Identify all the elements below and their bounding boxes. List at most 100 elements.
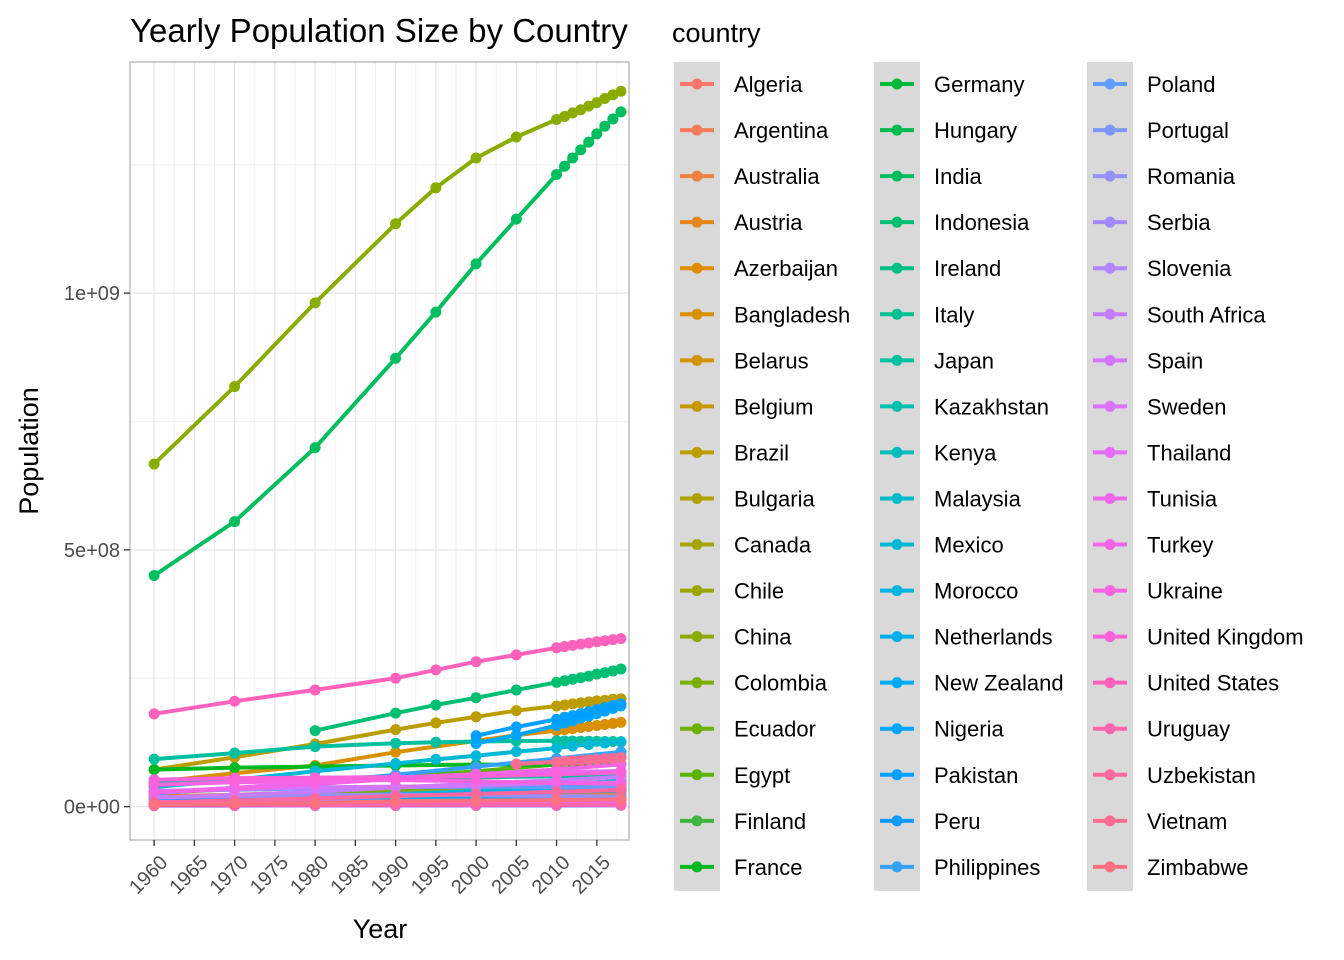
legend-key-point <box>691 262 703 274</box>
legend-key-point <box>1104 216 1116 228</box>
data-point <box>559 755 571 767</box>
x-tick-label: 2005 <box>487 852 534 899</box>
legend-item: Canada <box>680 533 812 558</box>
series-line <box>152 109 623 578</box>
data-point <box>470 737 482 749</box>
data-point <box>309 725 321 737</box>
legend: Algeria Argentina Australia Austria Azerbaij… <box>674 62 1304 891</box>
legend-item: Slovenia <box>1093 256 1232 281</box>
data-point <box>309 442 321 454</box>
legend-item: Belarus <box>680 348 809 373</box>
legend-key-point <box>691 400 703 412</box>
legend-item: India <box>880 164 982 189</box>
data-point <box>583 738 595 750</box>
legend-label: Thailand <box>1147 440 1231 465</box>
legend-item: Ireland <box>880 256 1001 281</box>
y-tick-label: 1e+09 <box>64 283 120 305</box>
x-tick-label: 1960 <box>125 852 172 899</box>
legend-key-point <box>891 769 903 781</box>
legend-key-background <box>1087 62 1133 891</box>
series-united-states <box>148 633 627 720</box>
data-point <box>148 458 160 470</box>
legend-key-point <box>691 492 703 504</box>
data-point <box>390 737 402 749</box>
legend-key-point <box>891 861 903 873</box>
data-point <box>591 128 603 140</box>
legend-key-point <box>1104 723 1116 735</box>
data-point <box>559 641 571 653</box>
y-axis-title: Population <box>14 387 44 515</box>
legend-key-point <box>891 677 903 689</box>
legend-label: Argentina <box>734 118 829 143</box>
plot-border <box>129 61 630 841</box>
data-point <box>575 144 587 156</box>
legend-key-point <box>1104 78 1116 90</box>
data-point <box>390 707 402 719</box>
legend-key-point <box>691 124 703 136</box>
data-point <box>390 757 402 769</box>
data-point <box>148 570 160 582</box>
x-tick-label: 1985 <box>326 852 373 899</box>
legend-label: Kazakhstan <box>934 394 1049 419</box>
x-tick-label: 1990 <box>367 852 414 899</box>
legend-item: Austria <box>680 210 803 235</box>
data-point <box>551 768 563 780</box>
legend-key-point <box>891 400 903 412</box>
data-point <box>430 664 442 676</box>
legend-label: South Africa <box>1147 302 1266 327</box>
legend-key-point <box>891 631 903 643</box>
data-point <box>390 771 402 783</box>
data-point <box>470 152 482 164</box>
legend-label: Finland <box>734 809 806 834</box>
data-point <box>551 756 563 768</box>
legend-label: Ecuador <box>734 717 816 742</box>
legend-label: Brazil <box>734 440 789 465</box>
legend-item: Australia <box>680 164 820 189</box>
legend-item: South Africa <box>1093 302 1266 327</box>
legend-item: Thailand <box>1093 440 1231 465</box>
data-point <box>607 752 619 764</box>
data-point <box>510 649 522 661</box>
legend-key-point <box>891 492 903 504</box>
legend-item: Morocco <box>880 579 1018 604</box>
legend-label: Tunisia <box>1147 486 1218 511</box>
data-point <box>510 758 522 770</box>
legend-key-point <box>1104 262 1116 274</box>
data-point <box>567 723 579 735</box>
data-point <box>583 721 595 733</box>
x-tick-label: 1980 <box>286 852 333 899</box>
legend-key-point <box>891 585 903 597</box>
legend-key-point <box>691 354 703 366</box>
data-point <box>559 160 571 172</box>
legend-item: Algeria <box>680 72 803 97</box>
data-point <box>390 724 402 736</box>
data-point <box>470 730 482 742</box>
legend-key-point <box>1104 170 1116 182</box>
legend-key-point <box>1104 539 1116 551</box>
legend-label: Peru <box>934 809 980 834</box>
legend-key-point <box>691 539 703 551</box>
legend-key-point <box>1104 769 1116 781</box>
legend-item: Argentina <box>680 118 829 143</box>
data-point <box>470 750 482 762</box>
legend-item: Sweden <box>1093 394 1227 419</box>
data-point <box>615 752 627 764</box>
data-point <box>583 136 595 148</box>
legend-label: Italy <box>934 302 974 327</box>
data-point <box>148 753 160 765</box>
data-point <box>599 737 611 749</box>
chart-title: Yearly Population Size by Country <box>130 12 628 49</box>
legend-key-background <box>874 62 920 891</box>
legend-key-point <box>691 861 703 873</box>
data-point <box>591 636 603 648</box>
data-point <box>567 152 579 164</box>
legend-label: Algeria <box>734 72 803 97</box>
legend-item: Colombia <box>680 671 828 696</box>
data-point <box>575 754 587 766</box>
legend-label: Pakistan <box>934 763 1018 788</box>
legend-item: Italy <box>880 302 974 327</box>
legend-label: Bangladesh <box>734 302 850 327</box>
y-tick-label: 5e+08 <box>64 540 120 562</box>
data-point <box>591 719 603 731</box>
data-point <box>470 258 482 270</box>
